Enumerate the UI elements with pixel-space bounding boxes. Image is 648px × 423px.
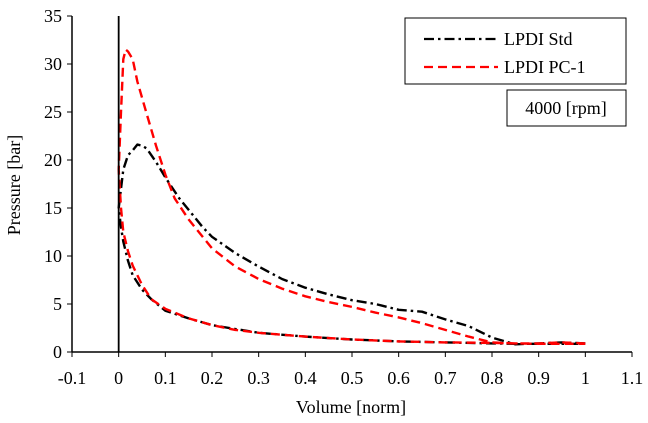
y-tick-label: 0 [53,342,62,362]
x-tick-label: 0.8 [481,368,504,388]
x-tick-label: 1.1 [621,368,644,388]
x-tick-label: 0.9 [527,368,550,388]
y-tick-label: 15 [44,198,62,218]
x-tick-label: 0.5 [341,368,364,388]
legend-box [404,17,627,85]
series-line-lpdi-pc1 [117,48,586,345]
series-layer [117,48,586,346]
y-tick-label: 5 [53,294,62,314]
y-tick-label: 30 [44,54,62,74]
ticks-layer: 0 5 10 15 20 25 30 35 -0.1 0 0.1 0.2 0.3 0.4 0.5 0.6 0.7… [44,6,643,388]
legend-label-lpdi-std: LPDI Std [504,29,573,49]
x-tick-label: -0.1 [58,368,87,388]
x-tick-label: 1 [581,368,590,388]
rpm-annotation-box [506,89,627,127]
x-tick-label: 0.7 [434,368,457,388]
y-tick-label: 25 [44,102,62,122]
x-tick-label: 0.1 [154,368,177,388]
y-tick-label: 20 [44,150,62,170]
x-tick-label: 0 [114,368,123,388]
x-tick-label: 0.4 [294,368,317,388]
y-tick-label: 10 [44,246,62,266]
x-tick-label: 0.2 [201,368,224,388]
y-tick-label: 35 [44,6,62,26]
x-tick-label: 0.3 [247,368,270,388]
rpm-annotation: 4000 [rpm] [506,89,627,127]
legend: LPDI Std LPDI PC-1 [404,17,627,85]
legend-label-lpdi-pc1: LPDI PC-1 [504,57,586,77]
y-axis-label: Pressure [bar] [4,135,24,235]
x-tick-label: 0.6 [387,368,410,388]
x-axis-label: Volume [norm] [296,397,406,417]
series-line-lpdi-std [117,143,586,346]
rpm-annotation-label: 4000 [rpm] [525,98,606,118]
